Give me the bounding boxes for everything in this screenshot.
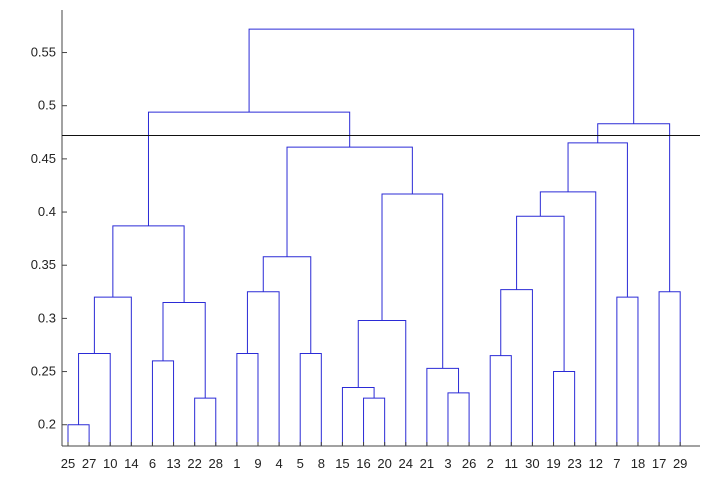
dendrogram-link — [500, 289, 533, 446]
x-axis: 25 27 10 14 6 13 22 28 1 9 4 5 8 15 16 20 24 21 3 26 2 11 30 19… — [61, 442, 700, 471]
dendrogram-link — [162, 301, 206, 399]
x-tick-label: 16 — [356, 456, 370, 471]
dendrogram-links — [67, 28, 681, 446]
y-tick-label: 0.55 — [31, 45, 56, 60]
dendrogram-link — [194, 397, 217, 446]
x-tick-label: 5 — [297, 456, 304, 471]
dendrogram-link — [616, 296, 639, 446]
x-tick-label: 19 — [546, 456, 560, 471]
dendrogram-link — [299, 352, 322, 446]
y-tick-label: 0.35 — [31, 257, 56, 272]
dendrogram-link — [246, 291, 280, 446]
x-tick-label: 13 — [166, 456, 180, 471]
dendrogram-link — [567, 142, 628, 298]
x-tick-label: 15 — [335, 456, 349, 471]
x-tick-label: 23 — [567, 456, 581, 471]
y-tick-label: 0.5 — [38, 98, 56, 113]
dendrogram-link — [262, 256, 312, 354]
x-tick-label: 12 — [589, 456, 603, 471]
dendrogram-link — [236, 352, 259, 446]
dendrogram-link — [67, 424, 90, 446]
x-tick-label: 7 — [613, 456, 620, 471]
x-tick-label: 22 — [187, 456, 201, 471]
dendrogram-link — [147, 111, 351, 226]
dendrogram-link — [286, 146, 413, 257]
dendrogram-link — [426, 367, 460, 446]
y-axis: 0.2 0.25 0.3 0.35 0.4 0.45 0.5 0.55 — [31, 10, 67, 446]
x-tick-label: 29 — [673, 456, 687, 471]
y-tick-label: 0.2 — [38, 417, 56, 432]
x-tick-label: 11 — [505, 456, 519, 471]
x-tick-label: 4 — [275, 456, 282, 471]
dendrogram-link — [93, 296, 132, 446]
dendrogram-link — [597, 123, 671, 292]
dendrogram-link — [658, 291, 681, 446]
x-tick-label: 30 — [525, 456, 539, 471]
dendrogram-link — [363, 397, 386, 446]
dendrogram-link — [151, 360, 175, 446]
x-tick-label: 20 — [377, 456, 391, 471]
y-tick-label: 0.25 — [31, 364, 56, 379]
x-tick-label: 8 — [318, 456, 325, 471]
y-tick-label: 0.4 — [38, 204, 56, 219]
dendrogram-link — [447, 392, 470, 446]
x-tick-label: 17 — [652, 456, 666, 471]
dendrogram-link — [516, 215, 565, 372]
x-tick-label: 1 — [233, 456, 240, 471]
x-tick-label: 18 — [631, 456, 645, 471]
x-tick-label: 9 — [254, 456, 261, 471]
dendrogram-link — [381, 193, 444, 369]
dendrogram-link — [341, 387, 375, 446]
x-tick-label: 28 — [209, 456, 223, 471]
x-tick-label: 26 — [462, 456, 476, 471]
x-tick-label: 21 — [420, 456, 434, 471]
dendrogram-link — [248, 28, 635, 124]
x-tick-label: 24 — [399, 456, 413, 471]
y-tick-label: 0.3 — [38, 310, 56, 325]
dendrogram-link — [539, 191, 597, 446]
x-tick-label: 27 — [82, 456, 96, 471]
x-tick-label: 6 — [149, 456, 156, 471]
x-tick-label: 10 — [103, 456, 117, 471]
dendrogram-link — [553, 371, 576, 446]
x-tick-label: 25 — [61, 456, 75, 471]
x-tick-label: 14 — [124, 456, 138, 471]
y-tick-label: 0.45 — [31, 151, 56, 166]
x-tick-label: 3 — [444, 456, 451, 471]
dendrogram-link — [78, 352, 111, 446]
x-tick-label: 2 — [487, 456, 494, 471]
dendrogram-link — [357, 320, 407, 446]
dendrogram-link — [489, 355, 512, 446]
dendrogram-link — [112, 225, 185, 303]
